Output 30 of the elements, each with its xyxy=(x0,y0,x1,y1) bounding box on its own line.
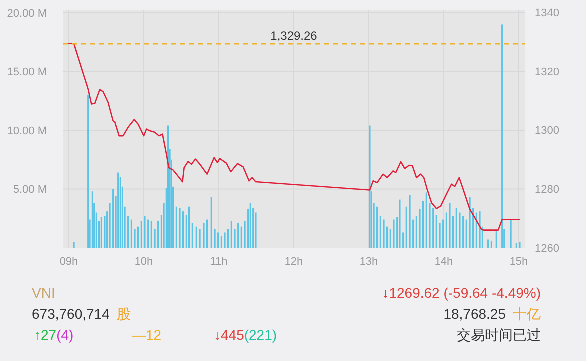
y-tick-label: 5.00 M xyxy=(13,184,47,196)
y2-tick-label: 1280 xyxy=(535,184,560,196)
text: 18,768.25 xyxy=(444,306,506,322)
ref-line-label: 1,329.26 xyxy=(270,28,318,43)
x-tick-label: 11h xyxy=(210,256,228,268)
text: 交易时间已过 xyxy=(457,327,541,343)
y-tick-label: 20.00 M xyxy=(7,8,47,20)
y2-tick-label: 1320 xyxy=(535,66,560,78)
y2-tick-label: 1260 xyxy=(535,243,560,255)
text: ↓445 xyxy=(214,327,245,343)
x-tick-label: 14h xyxy=(434,256,454,268)
x-tick-label: 09h xyxy=(60,256,78,268)
y-tick-label: 15.00 M xyxy=(7,66,47,79)
x-tick-label: 13h xyxy=(360,256,378,268)
text: ↑27 xyxy=(34,327,57,343)
y2-tick-label: 1300 xyxy=(535,125,560,138)
text: (221) xyxy=(244,327,278,343)
text: 673,760,714 xyxy=(32,306,110,322)
text: —12 xyxy=(132,327,162,343)
x-tick-label: 12h xyxy=(284,256,304,268)
text: 股 xyxy=(116,306,131,322)
text: (4) xyxy=(56,327,74,343)
y2-tick-label: 1340 xyxy=(535,7,560,20)
x-tick-label: 15h xyxy=(510,256,528,268)
text: 十亿 xyxy=(513,306,541,322)
x-tick-label: 10h xyxy=(134,256,154,268)
line-series xyxy=(68,43,521,231)
y-tick-label: 10.00 M xyxy=(7,125,47,138)
text: VNI xyxy=(32,285,56,301)
text: ↓1269.62 (-59.64 -4.49%) xyxy=(382,285,541,301)
